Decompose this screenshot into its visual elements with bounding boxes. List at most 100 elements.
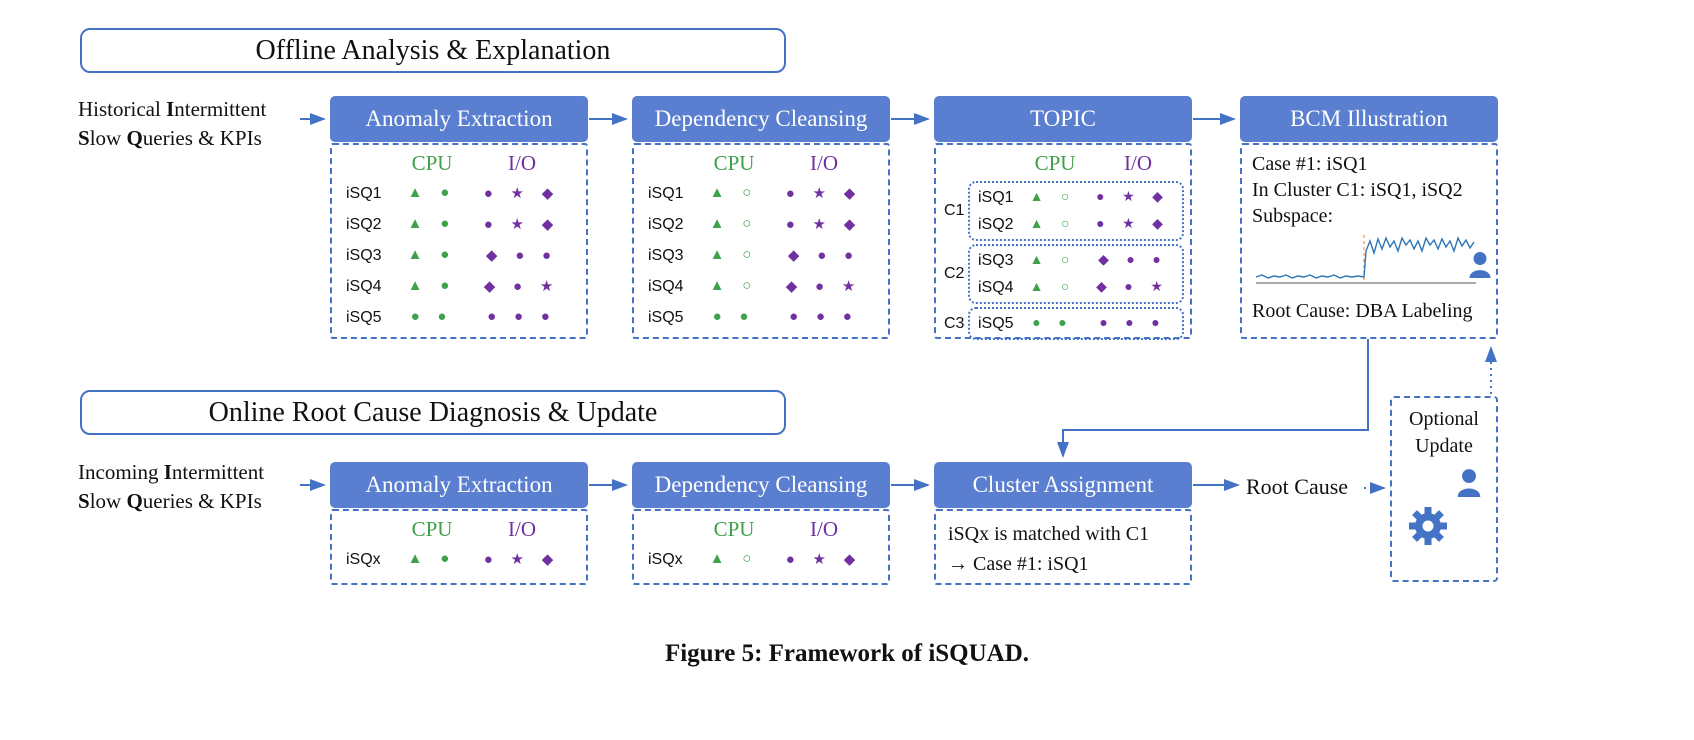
gear-icon [1409, 507, 1447, 545]
io-glyphs: ● ★ ◆ [483, 217, 561, 233]
dependency-cleansing-table-offline: CPU I/O iSQ1 ▲ ○ ● ★ ◆ iSQ2 ▲ ○ ● ★ ◆ iSQ3 ▲ … [632, 143, 890, 339]
online-input-line2: Slow Queries & KPIs [78, 489, 262, 514]
offline-section-title: Offline Analysis & Explanation [80, 28, 786, 73]
cpu-glyphs: ▲ ○ [709, 278, 759, 294]
stage-cluster-assignment: Cluster Assignment iSQx is matched with … [934, 462, 1192, 585]
row-label: iSQ2 [648, 215, 684, 233]
dba-person-icon [1457, 469, 1481, 497]
io-glyphs: ● ★ ◆ [483, 186, 561, 202]
online-input-line1: Incoming Intermittent [78, 460, 265, 484]
stage-header-topic: TOPIC [934, 96, 1192, 142]
row-label: iSQ2 [978, 215, 1014, 233]
io-glyphs: ● ★ ◆ [1096, 190, 1170, 205]
optional-update-label: Optional Update [1409, 408, 1479, 457]
cpu-glyphs: ● ● [1032, 315, 1074, 331]
table-row: iSQ1 ▲ ● ● ★ ◆ [332, 178, 586, 209]
io-column-header: I/O [508, 517, 536, 541]
row-label: iSQ1 [978, 188, 1014, 206]
anomaly-extraction-table-offline: CPU I/O iSQ1 ▲ ● ● ★ ◆ iSQ2 ▲ ● ● ★ ◆ iSQ3 ▲ … [330, 143, 588, 339]
bcm-illustration-panel: Case #1: iSQ1 In Cluster C1: iSQ1, iSQ2 … [1240, 143, 1498, 339]
io-column-header: I/O [810, 151, 838, 175]
row-label: iSQ4 [648, 277, 684, 295]
topic-clusters-panel: CPU I/O C1 iSQ1 ▲ ○ ● ★ ◆ iSQ2 ▲ ○ ● ★ ◆ C2 … [934, 143, 1192, 340]
column-header-row: CPU I/O [332, 515, 586, 544]
io-glyphs: ◆ ● ● [485, 248, 559, 264]
cluster-c3: C3 iSQ5 ● ● ● ● ● [936, 307, 1190, 340]
stage-header-dependency-cleansing-offline: Dependency Cleansing [632, 96, 890, 142]
table-row: iSQ2 ▲ ○ ● ★ ◆ [970, 211, 1182, 238]
table-row: iSQ5 ● ● ● ● ● [970, 310, 1182, 337]
online-title-text: Online Root Cause Diagnosis & Update [208, 396, 658, 428]
table-row: iSQx ▲ ● ● ★ ◆ [332, 544, 586, 575]
io-column-header: I/O [810, 517, 838, 541]
column-header-row: CPU I/O [634, 515, 888, 544]
cluster-box-c1: iSQ1 ▲ ○ ● ★ ◆ iSQ2 ▲ ○ ● ★ ◆ [968, 181, 1184, 241]
table-row: iSQ3 ▲ ○ ◆ ● ● [634, 240, 888, 271]
row-label: iSQ5 [346, 308, 382, 326]
assignment-match-line: iSQx is matched with C1 [948, 523, 1150, 545]
offline-input-line2: Slow Queries & KPIs [78, 126, 262, 151]
cpu-column-header: CPU [411, 151, 453, 175]
cpu-glyphs: ▲ ○ [709, 247, 759, 263]
cluster-c2: C2 iSQ3 ▲ ○ ◆ ● ● iSQ4 ▲ ○ ◆ ● ★ [936, 244, 1190, 304]
table-row: iSQ2 ▲ ○ ● ★ ◆ [634, 209, 888, 240]
table-row: iSQ3 ▲ ● ◆ ● ● [332, 240, 586, 271]
io-column-header: I/O [1124, 151, 1152, 175]
io-glyphs: ● ★ ◆ [785, 217, 863, 233]
table-row: iSQ4 ▲ ● ◆ ● ★ [332, 271, 586, 302]
row-label: iSQ2 [346, 215, 382, 233]
column-header-row: CPU I/O [634, 149, 888, 178]
cpu-glyphs: ▲ ○ [709, 185, 759, 201]
row-label: iSQ1 [648, 184, 684, 202]
stage-header-bcm-illustration: BCM Illustration [1240, 96, 1498, 142]
bcm-subspace-label: Subspace: [1252, 205, 1334, 227]
cluster-c1: C1 iSQ1 ▲ ○ ● ★ ◆ iSQ2 ▲ ○ ● ★ ◆ [936, 181, 1190, 241]
io-glyphs: ● ★ ◆ [483, 552, 561, 568]
row-label: iSQ1 [346, 184, 382, 202]
cpu-glyphs: ▲ ● [407, 185, 457, 201]
dependency-cleansing-table-online: CPU I/O iSQx ▲ ○ ● ★ ◆ [632, 509, 890, 585]
row-label: iSQ3 [978, 251, 1014, 269]
table-row: iSQ1 ▲ ○ ● ★ ◆ [634, 178, 888, 209]
io-glyphs: ◆ ● ● [787, 248, 861, 264]
io-glyphs: ● ★ ◆ [785, 186, 863, 202]
table-row: iSQ1 ▲ ○ ● ★ ◆ [970, 184, 1182, 211]
cpu-glyphs: ▲ ○ [709, 216, 759, 232]
io-glyphs: ● ★ ◆ [785, 552, 863, 568]
io-glyphs: ● ● ● [487, 309, 557, 325]
signal-line [1255, 236, 1475, 279]
stage-header-anomaly-extraction-offline: Anomaly Extraction [330, 96, 588, 142]
table-row: iSQ2 ▲ ● ● ★ ◆ [332, 209, 586, 240]
stage-bcm-illustration: BCM Illustration Case #1: iSQ1 In Cluste… [1240, 96, 1498, 339]
figure-caption: Figure 5: Framework of iSQUAD. [664, 640, 1030, 667]
cpu-glyphs: ▲ ○ [709, 551, 759, 567]
cpu-column-header: CPU [713, 517, 755, 541]
cpu-glyphs: ▲ ● [407, 551, 457, 567]
io-glyphs: ◆ ● ★ [785, 279, 863, 295]
io-column-header: I/O [508, 151, 536, 175]
row-label: iSQ5 [978, 314, 1014, 332]
row-label: iSQ3 [346, 246, 382, 264]
io-glyphs: ● ● ● [1099, 315, 1167, 331]
stage-anomaly-extraction-online: Anomaly Extraction CPU I/O iSQx ▲ ● ● ★ ◆ [330, 462, 588, 585]
offline-input-line1: Historical Intermittent [78, 97, 267, 121]
cpu-glyphs: ▲ ○ [1029, 252, 1077, 268]
cpu-glyphs: ▲ ● [407, 216, 457, 232]
cpu-glyphs: ● ● [410, 309, 454, 325]
table-row: iSQ3 ▲ ○ ◆ ● ● [970, 247, 1182, 274]
row-label: iSQ5 [648, 308, 684, 326]
subspace-timeseries-chart [1255, 235, 1476, 284]
row-label: iSQx [648, 550, 683, 568]
table-row: iSQ5 ● ● ● ● ● [332, 302, 586, 333]
row-label: iSQ3 [648, 246, 684, 264]
table-row: iSQ4 ▲ ○ ◆ ● ★ [970, 274, 1182, 301]
assignment-case-line: → Case #1: iSQ1 [948, 553, 1089, 575]
io-glyphs: ● ● ● [789, 309, 859, 325]
cpu-glyphs: ▲ ○ [1029, 189, 1077, 205]
dba-person-icon [1469, 252, 1491, 278]
io-glyphs: ● ★ ◆ [1096, 217, 1170, 232]
table-row: iSQ4 ▲ ○ ◆ ● ★ [634, 271, 888, 302]
stage-topic: TOPIC CPU I/O C1 iSQ1 ▲ ○ ● ★ ◆ iSQ2 ▲ ○ ● ★… [934, 96, 1192, 340]
cpu-column-header: CPU [1034, 151, 1076, 175]
cpu-column-header: CPU [713, 151, 755, 175]
